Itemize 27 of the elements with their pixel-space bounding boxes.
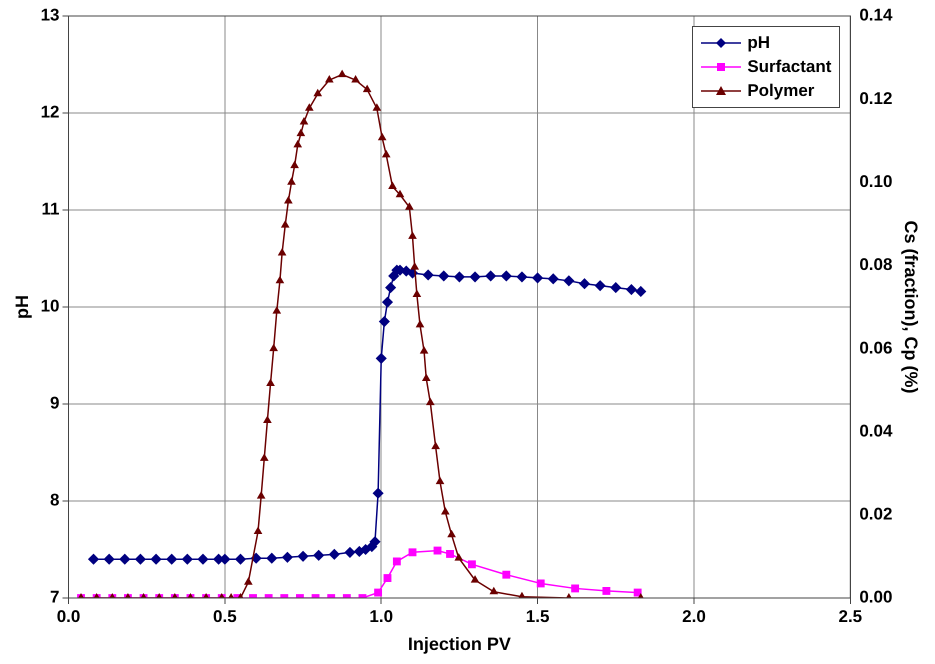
y2-tick-label: 0.14 xyxy=(859,6,893,25)
y-tick-label: 11 xyxy=(42,200,60,219)
y2-tick-label: 0.06 xyxy=(859,338,892,358)
x-axis-title: Injection PV xyxy=(408,634,511,654)
legend-label: Polymer xyxy=(747,81,814,101)
y2-axis-title: Cs (fraction), Cp (%) xyxy=(901,220,922,394)
y-tick-label: 10 xyxy=(40,296,60,316)
y-axis-title: pH xyxy=(12,295,32,319)
x-tick-label: 0.0 xyxy=(56,606,80,626)
x-tick-label: 2.0 xyxy=(682,606,706,626)
x-tick-label: 2.5 xyxy=(838,606,862,626)
x-tick-label: 1.0 xyxy=(369,606,394,626)
y2-tick-label: 0.10 xyxy=(859,172,892,191)
y-tick-label: 9 xyxy=(50,394,60,413)
legend-label: Surfactant xyxy=(747,57,832,77)
y-tick-label: 8 xyxy=(50,490,60,510)
x-tick-label: 0.5 xyxy=(213,606,237,626)
x-tick-label: 1.5 xyxy=(526,606,550,626)
y-tick-label: 12 xyxy=(40,102,60,122)
y-tick-label: 7 xyxy=(50,588,60,607)
y2-tick-label: 0.04 xyxy=(859,421,893,440)
y2-tick-label: 0.12 xyxy=(859,88,892,108)
y2-tick-label: 0.02 xyxy=(859,504,892,524)
y2-tick-label: 0.00 xyxy=(859,588,892,607)
y-tick-label: 13 xyxy=(40,6,60,25)
y2-tick-label: 0.08 xyxy=(859,255,892,274)
legend-label: pH xyxy=(747,33,770,53)
